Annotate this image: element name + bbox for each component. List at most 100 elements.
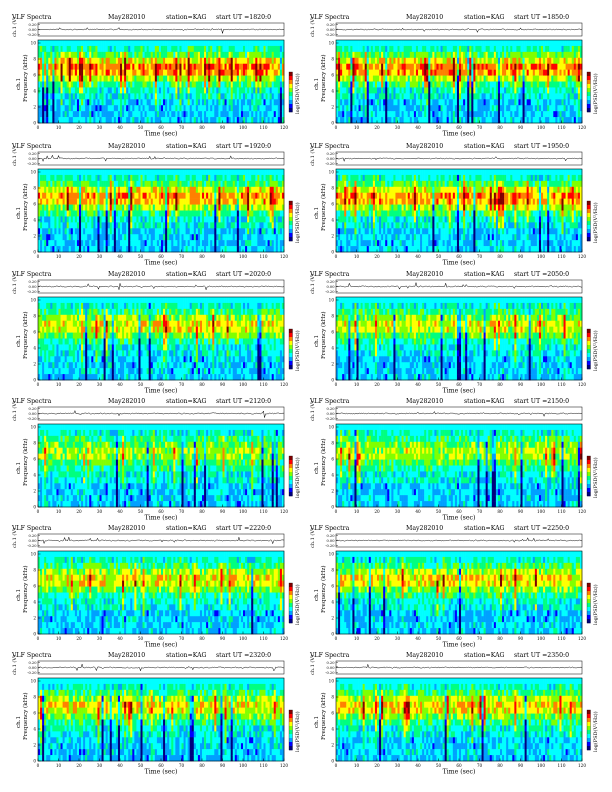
spectrogram-cell <box>434 51 437 59</box>
spectrogram-cell <box>265 111 268 118</box>
spectrogram-cell <box>415 93 419 100</box>
spectrogram-cell <box>245 204 248 211</box>
spectrogram-cell <box>230 169 234 176</box>
spectrogram-cell <box>52 63 55 70</box>
spectrogram-cell <box>245 81 248 88</box>
spectrogram-cell <box>502 93 505 100</box>
spectrogram-cell <box>545 87 548 94</box>
spectrogram-cell <box>224 186 227 194</box>
spectrogram-cell <box>85 93 88 100</box>
spectrogram-cell <box>58 69 61 76</box>
spectrogram-cell <box>553 51 556 59</box>
spectrogram-cell <box>144 105 147 112</box>
spectrogram-cell <box>128 93 131 100</box>
spectrogram-cell <box>91 81 94 88</box>
spectrogram-cell <box>122 192 125 199</box>
spectrogram-cell <box>577 69 581 76</box>
spectrogram-cell <box>420 51 423 59</box>
spectrogram-cell <box>399 111 402 118</box>
spectrogram-cell <box>81 198 84 205</box>
spectrogram-cell <box>475 45 478 53</box>
spectrogram-cell <box>46 228 49 235</box>
spectrogram-cell <box>99 228 102 235</box>
spectrogram-cell <box>97 234 100 241</box>
spectrogram-cell <box>479 69 482 76</box>
x-tick-label: 120 <box>280 125 288 130</box>
spectrogram-cell <box>120 99 123 106</box>
spectrogram-cell <box>444 117 447 124</box>
spectrogram-cell <box>559 45 562 53</box>
spectrogram-cell <box>518 99 521 106</box>
spectrogram-cell <box>70 174 74 182</box>
spectrogram-cell <box>193 204 197 211</box>
spectrogram-cell <box>228 222 231 229</box>
spectrogram-cell <box>234 210 238 217</box>
spectrogram-cell <box>275 87 279 94</box>
spectrogram-cell <box>52 57 55 65</box>
spectrogram-cell <box>74 210 78 217</box>
spectrogram-cell <box>208 69 211 76</box>
spectrogram-cell <box>68 216 72 223</box>
spectrogram-cell <box>218 228 221 235</box>
spectrogram-cell <box>99 45 102 53</box>
spectrogram-cell <box>214 63 217 70</box>
spectrogram-cell <box>452 51 456 59</box>
spectrogram-cell <box>561 93 564 100</box>
spectrogram-cell <box>128 198 131 205</box>
spectrogram-cell <box>95 174 98 182</box>
spectrogram-cell <box>245 186 248 194</box>
spectrogram-cell <box>356 81 359 88</box>
spectrogram-cell <box>251 180 254 188</box>
spectrogram-cell <box>132 111 135 118</box>
spectrogram-cell <box>181 57 184 65</box>
spectrogram-cell <box>360 75 363 82</box>
spectrogram-cell <box>62 180 65 188</box>
spectrogram-cell <box>216 180 219 188</box>
spectrogram-cell <box>62 210 65 217</box>
spectrogram-cell <box>477 69 480 76</box>
spectrogram-cell <box>243 210 246 217</box>
spectrogram-cell <box>140 186 143 194</box>
spectrogram-cell <box>222 111 225 118</box>
spectrogram-cell <box>134 63 137 70</box>
spectrogram-cell <box>122 169 125 176</box>
spectrogram-cell <box>352 51 355 59</box>
spectrogram-cell <box>52 210 55 217</box>
spectrogram-cell <box>232 198 236 205</box>
spectrogram-cell <box>245 51 248 59</box>
spectrogram-cell <box>489 40 493 47</box>
spectrogram-cell <box>446 99 450 106</box>
spectrogram-cell <box>508 105 511 112</box>
spectrogram-cell <box>191 63 195 70</box>
spectrogram-cell <box>236 204 240 211</box>
spectrogram-cell <box>204 240 207 247</box>
spectrogram-cell <box>50 186 53 194</box>
spectrogram-cell <box>152 204 156 211</box>
spectrogram-cell <box>187 87 190 94</box>
spectrogram-cell <box>214 57 217 65</box>
spectrogram-cell <box>549 99 552 106</box>
spectrogram-cell <box>432 111 435 118</box>
spectrogram-cell <box>191 87 195 94</box>
spectrogram-cell <box>497 111 501 118</box>
spectrogram-cell <box>557 57 560 65</box>
spectrogram-cell <box>165 40 168 47</box>
spectrogram-cell <box>489 99 493 106</box>
x-tick-label: 70 <box>477 125 483 130</box>
spectrogram-cell <box>477 45 480 53</box>
spectrogram-cell <box>348 105 351 112</box>
spectrogram-cell <box>356 40 359 47</box>
spectrogram-cell <box>124 222 127 229</box>
spectrogram-cell <box>189 81 193 88</box>
spectrogram-cell <box>247 63 250 70</box>
spectrogram-cell <box>422 45 425 53</box>
spectrogram-cell <box>409 75 413 82</box>
spectrogram-cell <box>459 57 462 65</box>
spectrogram-cell <box>115 228 119 235</box>
spectrogram-cell <box>107 246 111 253</box>
spectrogram-cell <box>173 93 176 100</box>
spectrogram-cell <box>167 87 170 94</box>
spectrogram-cell <box>163 69 166 76</box>
spectrogram-cell <box>83 228 86 235</box>
spectrogram-cell <box>183 174 186 182</box>
